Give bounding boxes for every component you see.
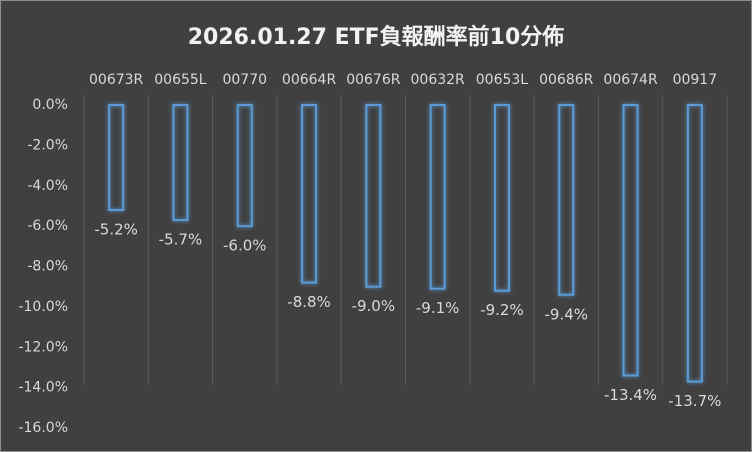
bar bbox=[429, 104, 446, 290]
x-tick-label: 00674R bbox=[603, 72, 658, 88]
y-tick-label: -10.0% bbox=[18, 299, 68, 315]
bar bbox=[365, 104, 382, 288]
data-label: -9.2% bbox=[480, 301, 524, 319]
y-tick-label: -12.0% bbox=[18, 339, 68, 355]
data-label: -13.4% bbox=[604, 386, 657, 404]
x-tick-label: 00664R bbox=[282, 72, 337, 88]
bar bbox=[236, 104, 253, 228]
bar bbox=[558, 104, 575, 296]
x-tick-label: 00653L bbox=[476, 72, 529, 88]
x-tick-label: 00686R bbox=[539, 72, 594, 88]
bar bbox=[108, 104, 125, 211]
bar bbox=[301, 104, 318, 284]
x-tick-label: 00632R bbox=[411, 72, 466, 88]
bar bbox=[172, 104, 189, 222]
y-tick-label: -6.0% bbox=[27, 218, 68, 234]
y-tick-label: -4.0% bbox=[27, 178, 68, 194]
x-tick-label: 00917 bbox=[673, 72, 718, 88]
chart-title: 2026.01.27 ETF負報酬率前10分佈 bbox=[188, 24, 565, 50]
bar bbox=[686, 104, 703, 383]
x-tick-label: 00655L bbox=[154, 72, 207, 88]
bar bbox=[493, 104, 510, 292]
y-tick-label: -16.0% bbox=[18, 420, 68, 436]
data-label: -5.2% bbox=[94, 220, 138, 238]
y-tick-label: -8.0% bbox=[27, 259, 68, 275]
y-tick-label: -2.0% bbox=[27, 137, 68, 153]
data-label: -9.4% bbox=[544, 305, 588, 323]
data-label: -13.7% bbox=[668, 392, 721, 410]
y-tick-label: -14.0% bbox=[18, 380, 68, 396]
bar bbox=[622, 104, 639, 377]
data-label: -8.8% bbox=[287, 293, 331, 311]
x-tick-label: 00673R bbox=[89, 72, 144, 88]
x-tick-label: 00770 bbox=[222, 72, 267, 88]
data-label: -5.7% bbox=[159, 231, 203, 249]
data-label: -9.0% bbox=[352, 297, 396, 315]
y-tick-label: 0.0% bbox=[32, 97, 68, 113]
x-tick-label: 00676R bbox=[346, 72, 401, 88]
data-label: -9.1% bbox=[416, 299, 460, 317]
data-label: -6.0% bbox=[223, 237, 267, 255]
